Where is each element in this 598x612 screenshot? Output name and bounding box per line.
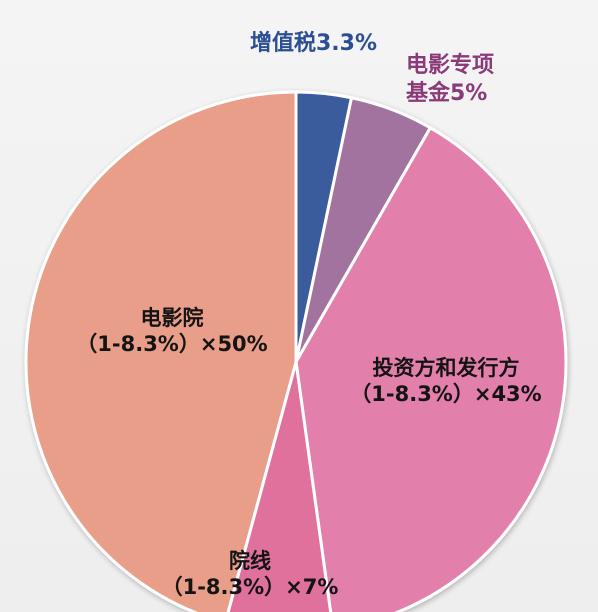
pie-slice-2 bbox=[294, 126, 568, 612]
slice-label-cinema-chain: 院线 （1-8.3%）×7% bbox=[162, 548, 339, 601]
slice-label-cinema-chain-line-1: 院线 bbox=[228, 549, 271, 573]
slice-label-film-fund: 电影专项 基金5% bbox=[406, 52, 494, 107]
pie-slice-3 bbox=[226, 360, 333, 612]
slice-label-cinema-line-2: （1-8.3%）×50% bbox=[76, 332, 268, 357]
slice-label-vat: 增值税3.3% bbox=[250, 30, 377, 58]
slice-label-cinema: 电影院 （1-8.3%）×50% bbox=[76, 305, 267, 358]
slice-label-investor-distributor-line-1: 投资方和发行方 bbox=[372, 356, 520, 380]
slice-label-film-fund-line-1: 电影专项 bbox=[406, 53, 495, 78]
slice-label-cinema-chain-line-2: （1-8.3%）×7% bbox=[161, 575, 339, 600]
slice-label-film-fund-line-2: 基金5% bbox=[406, 80, 488, 106]
slice-label-investor-distributor-line-2: （1-8.3%）×43% bbox=[350, 382, 542, 407]
slice-label-investor-distributor: 投资方和发行方 （1-8.3%）×43% bbox=[350, 355, 541, 408]
pie-slice-4 bbox=[24, 90, 298, 612]
slice-label-cinema-line-1: 电影院 bbox=[140, 306, 204, 330]
slice-label-vat-line-1: 增值税3.3% bbox=[250, 31, 378, 56]
